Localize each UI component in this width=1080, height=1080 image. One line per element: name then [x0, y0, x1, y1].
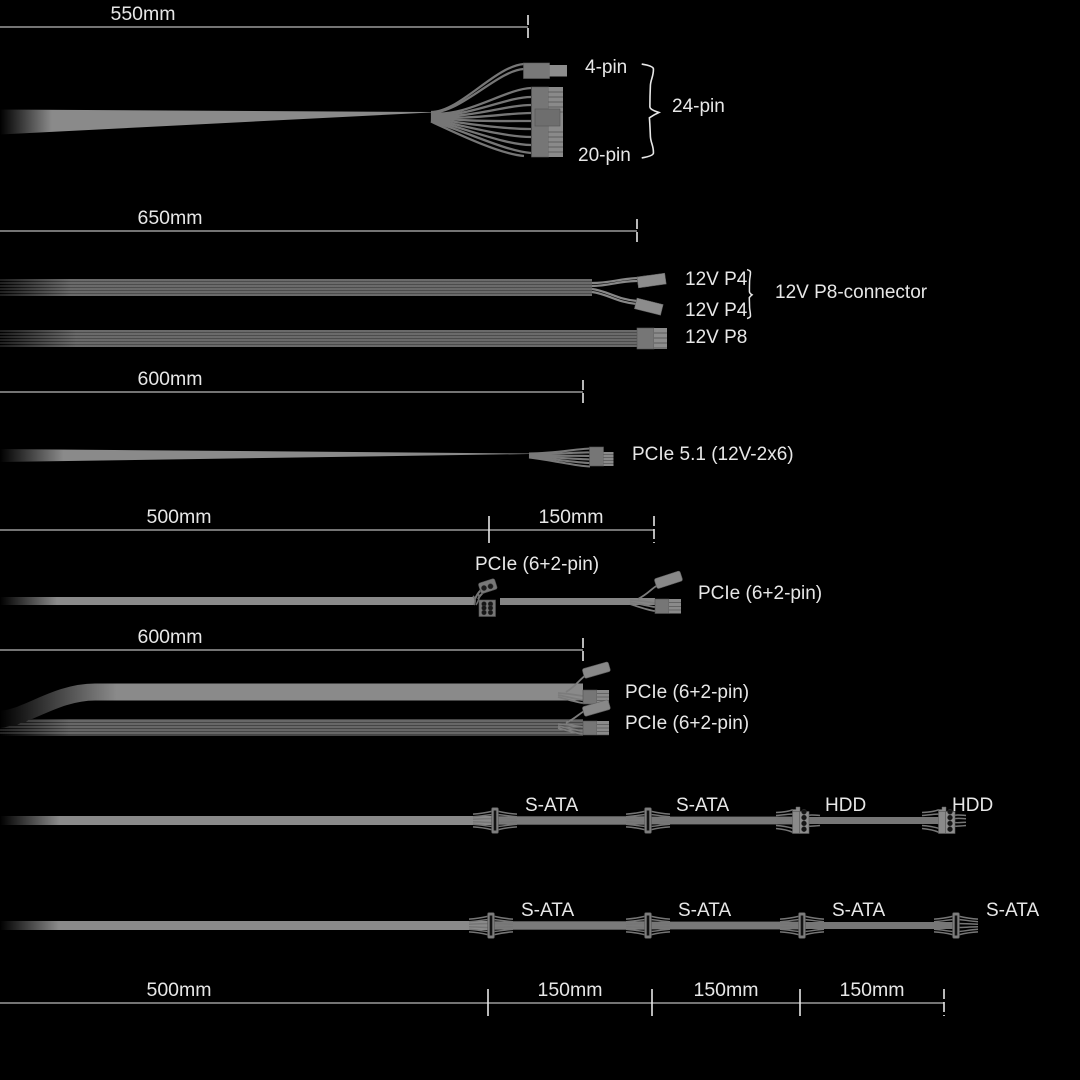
svg-text:S-ATA: S-ATA [676, 795, 729, 816]
svg-text:12V P4: 12V P4 [685, 300, 748, 321]
svg-text:PCIe (6+2-pin): PCIe (6+2-pin) [698, 583, 822, 604]
svg-text:500mm: 500mm [146, 506, 211, 528]
svg-text:PCIe (6+2-pin): PCIe (6+2-pin) [475, 554, 599, 575]
svg-text:600mm: 600mm [137, 626, 202, 648]
svg-text:12V P8: 12V P8 [685, 327, 747, 348]
svg-text:S-ATA: S-ATA [986, 900, 1039, 921]
svg-text:HDD: HDD [952, 795, 993, 816]
svg-text:20-pin: 20-pin [578, 145, 631, 166]
svg-text:500mm: 500mm [146, 979, 211, 1001]
svg-text:150mm: 150mm [839, 979, 904, 1001]
svg-text:12V P8-connector: 12V P8-connector [775, 282, 928, 303]
svg-text:24-pin: 24-pin [672, 96, 725, 117]
svg-text:12V P4: 12V P4 [685, 269, 748, 290]
svg-text:PCIe 5.1 (12V-2x6): PCIe 5.1 (12V-2x6) [632, 444, 794, 465]
svg-text:150mm: 150mm [693, 979, 758, 1001]
svg-text:150mm: 150mm [537, 979, 602, 1001]
svg-text:650mm: 650mm [137, 207, 202, 229]
svg-text:PCIe (6+2-pin): PCIe (6+2-pin) [625, 713, 749, 734]
svg-text:S-ATA: S-ATA [525, 795, 578, 816]
svg-text:S-ATA: S-ATA [832, 900, 885, 921]
svg-text:S-ATA: S-ATA [678, 900, 731, 921]
svg-text:4-pin: 4-pin [585, 57, 627, 78]
svg-text:150mm: 150mm [538, 506, 603, 528]
svg-text:550mm: 550mm [110, 3, 175, 25]
svg-text:S-ATA: S-ATA [521, 900, 574, 921]
svg-text:600mm: 600mm [137, 368, 202, 390]
svg-text:HDD: HDD [825, 795, 866, 816]
svg-text:PCIe (6+2-pin): PCIe (6+2-pin) [625, 682, 749, 703]
